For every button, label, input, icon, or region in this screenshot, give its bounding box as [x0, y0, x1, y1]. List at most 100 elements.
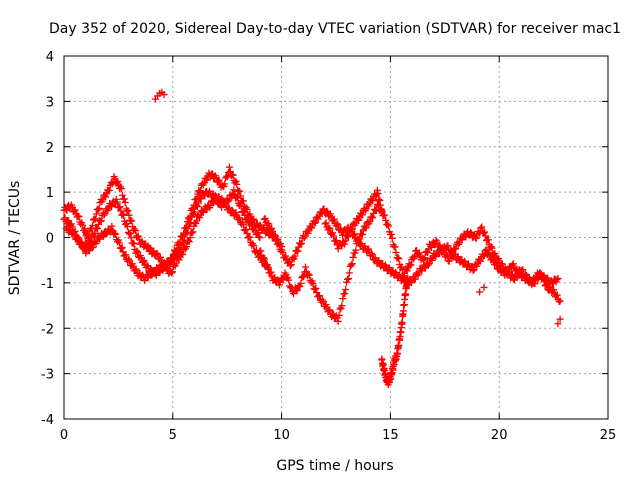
data-point — [129, 239, 137, 247]
data-point — [487, 243, 495, 251]
data-point — [293, 247, 301, 255]
data-point — [233, 193, 241, 201]
data-point — [476, 288, 484, 296]
y-tick-label: 3 — [46, 95, 54, 110]
data-point — [407, 261, 415, 269]
x-tick-label: 0 — [60, 428, 68, 443]
data-point — [392, 269, 400, 277]
data-point — [532, 276, 540, 284]
data-point — [124, 207, 132, 215]
data-point — [504, 269, 512, 277]
data-point — [472, 234, 480, 242]
data-point — [395, 255, 403, 263]
data-point — [485, 249, 493, 257]
data-point — [242, 225, 250, 233]
data-point — [444, 242, 452, 250]
data-point — [378, 206, 386, 214]
data-point — [332, 236, 340, 244]
data-point — [368, 213, 376, 221]
data-point — [326, 210, 334, 218]
data-point — [287, 261, 295, 269]
data-point — [79, 221, 87, 229]
data-point — [481, 247, 489, 255]
data-point — [447, 246, 455, 254]
data-point — [344, 233, 352, 241]
x-axis-label: GPS time / hours — [276, 458, 393, 474]
data-point — [203, 176, 211, 184]
data-point — [297, 280, 305, 288]
data-point — [93, 224, 101, 232]
data-point — [163, 262, 171, 270]
data-point — [88, 225, 96, 233]
data-point — [338, 302, 346, 310]
data-point — [331, 237, 339, 245]
data-point — [312, 284, 320, 292]
data-point — [344, 275, 352, 283]
data-point — [296, 283, 304, 291]
data-point — [394, 254, 402, 262]
x-tick-label: 25 — [600, 428, 617, 443]
data-point — [239, 197, 247, 205]
data-point — [97, 217, 105, 225]
data-point — [352, 246, 360, 254]
data-point — [334, 317, 342, 325]
data-point — [77, 239, 85, 247]
data-point — [467, 228, 475, 236]
data-point — [305, 271, 313, 279]
data-point — [95, 204, 103, 212]
data-point — [388, 234, 396, 242]
data-point — [261, 214, 269, 222]
data-point — [344, 275, 352, 283]
data-point — [348, 225, 356, 233]
data-point — [104, 207, 112, 215]
data-point — [120, 195, 128, 203]
data-point — [75, 213, 83, 221]
data-point — [294, 247, 302, 255]
data-point — [275, 240, 283, 248]
data-point — [339, 295, 347, 303]
data-point — [318, 296, 326, 304]
data-point — [385, 222, 393, 230]
data-point — [147, 271, 155, 279]
data-point — [256, 234, 264, 241]
data-point — [556, 297, 564, 305]
data-point — [509, 260, 517, 268]
data-point — [71, 206, 79, 214]
data-point — [381, 211, 389, 219]
data-point — [128, 217, 136, 225]
y-tick-label: -4 — [41, 413, 54, 428]
data-point — [341, 290, 349, 298]
data-point — [224, 173, 232, 181]
data-point — [115, 239, 123, 247]
data-point — [329, 229, 337, 237]
data-point — [348, 260, 356, 268]
data-point — [132, 265, 140, 273]
data-point — [355, 216, 363, 224]
data-point — [230, 186, 238, 194]
data-point — [130, 240, 138, 248]
data-point — [365, 245, 373, 253]
data-point — [330, 232, 338, 240]
data-point — [112, 230, 120, 238]
data-point — [398, 318, 406, 326]
data-point — [302, 263, 310, 271]
data-point — [233, 180, 241, 188]
data-point — [92, 210, 100, 218]
data-point — [186, 234, 194, 242]
axis-ticks: 0 5 10 15 20 25 -4 -3 -2 -1 0 1 2 3 4 — [41, 50, 616, 443]
y-tick-label: -2 — [41, 322, 54, 337]
data-point — [210, 199, 218, 207]
y-axis-label: SDTVAR / TECUs — [7, 181, 23, 296]
data-point — [424, 261, 432, 269]
data-point — [445, 257, 453, 265]
data-point — [191, 208, 199, 216]
data-point — [119, 210, 127, 218]
data-point — [347, 261, 355, 269]
data-point — [73, 233, 81, 241]
data-point — [128, 260, 136, 268]
data-point — [185, 238, 193, 246]
data-point — [358, 211, 366, 219]
data-point — [184, 225, 192, 233]
data-point — [263, 261, 271, 269]
